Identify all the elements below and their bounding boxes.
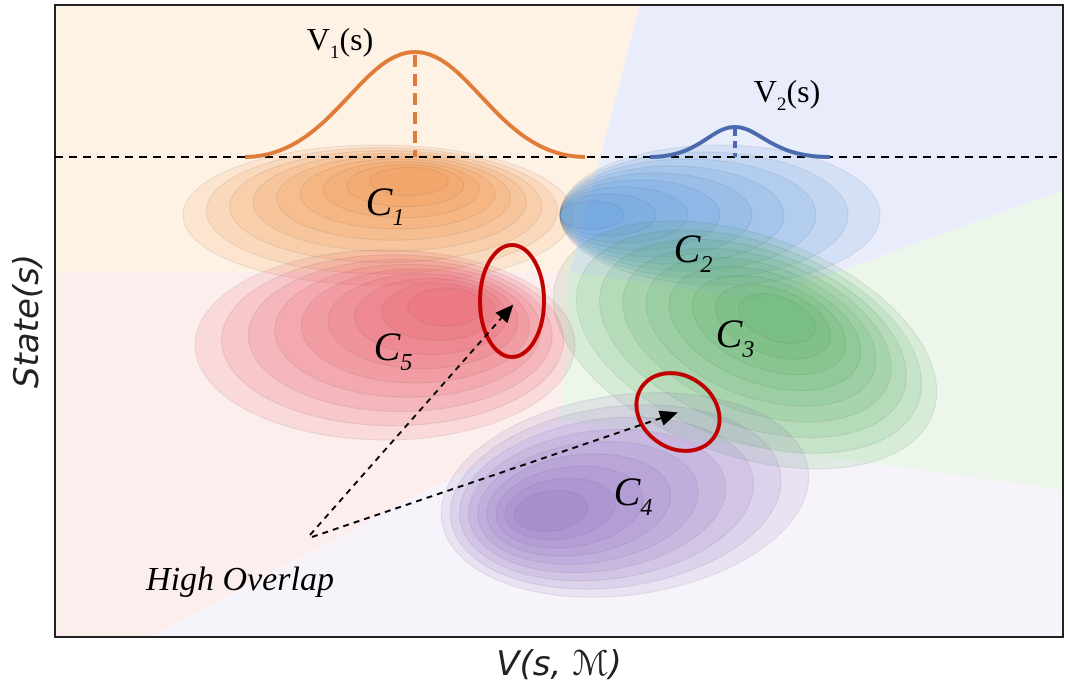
- peak-label-sub: 2: [777, 94, 787, 115]
- peak-label: V2(s): [754, 73, 820, 115]
- contour: [369, 166, 449, 196]
- contour: [559, 144, 881, 286]
- peak-label-rest: (s): [786, 73, 820, 109]
- arrow: [309, 304, 514, 536]
- contour: [668, 266, 862, 391]
- y-axis-label: State(s): [7, 254, 47, 388]
- cluster-label-base: C: [614, 469, 642, 514]
- contour: [559, 186, 689, 244]
- cluster-label-base: C: [674, 226, 702, 271]
- cluster-label: C5: [374, 324, 413, 376]
- contour: [299, 158, 496, 230]
- contour: [504, 477, 616, 541]
- contour: [468, 428, 727, 574]
- contour: [477, 441, 699, 565]
- contour: [300, 268, 530, 384]
- contour: [182, 144, 574, 286]
- cluster-label-base: C: [366, 179, 394, 224]
- peak-label-base: V: [754, 73, 777, 109]
- overlap-ellipse: [478, 243, 546, 359]
- contour: [559, 165, 785, 265]
- arrow: [311, 410, 678, 538]
- cluster-label-base: C: [716, 311, 744, 356]
- contour: [247, 259, 553, 412]
- contour: [252, 152, 527, 252]
- contour: [440, 392, 810, 598]
- contour: [559, 151, 849, 279]
- contour: [495, 465, 644, 549]
- contour: [691, 275, 847, 376]
- region-red: [55, 272, 570, 637]
- peak-curve-1: [244, 49, 586, 159]
- cluster-label-sub: 5: [400, 350, 412, 376]
- cluster-label-sub: 3: [741, 337, 754, 363]
- cluster-label: C3: [716, 311, 755, 363]
- contour: [645, 256, 877, 407]
- region-blue: [570, 5, 1063, 300]
- plot-frame: [54, 4, 1064, 638]
- contour: [559, 179, 721, 251]
- contour: [559, 172, 753, 258]
- cluster-label: C2: [674, 226, 713, 278]
- contour: [380, 282, 496, 341]
- region-green: [560, 190, 1063, 490]
- peak-curve-2: [649, 124, 831, 159]
- peak-label-sub: 1: [330, 42, 340, 63]
- contour: [229, 150, 543, 264]
- region-purple: [150, 420, 1063, 637]
- contour: [346, 164, 465, 208]
- contour: [459, 416, 754, 582]
- contour: [407, 287, 485, 327]
- contour: [738, 293, 816, 344]
- cluster-label-sub: 2: [700, 252, 712, 278]
- contour: [559, 200, 625, 230]
- contour: [714, 284, 832, 360]
- cluster-label: C1: [366, 179, 405, 231]
- peak-label-base: V: [307, 21, 330, 57]
- contour: [559, 193, 657, 237]
- contour: [486, 453, 672, 557]
- peak-label-rest: (s): [339, 21, 373, 57]
- contour: [327, 273, 519, 370]
- x-axis-label: V(s, ℳ): [496, 644, 621, 684]
- contour: [205, 147, 558, 275]
- contour: [552, 220, 938, 470]
- cluster-label-sub: 4: [640, 495, 652, 521]
- annotation: High Overlap: [145, 561, 334, 598]
- contour: [559, 158, 817, 272]
- background-regions: [55, 5, 1063, 637]
- contour: [322, 161, 480, 219]
- peak-label: V1(s): [307, 21, 373, 63]
- contour: [513, 490, 589, 532]
- region-orange: [55, 5, 640, 272]
- cluster-label-sub: 1: [392, 205, 404, 231]
- cluster-label-base: C: [374, 324, 402, 369]
- overlap-ellipse: [634, 371, 722, 453]
- cluster-label: C4: [614, 469, 653, 521]
- contour: [599, 238, 907, 439]
